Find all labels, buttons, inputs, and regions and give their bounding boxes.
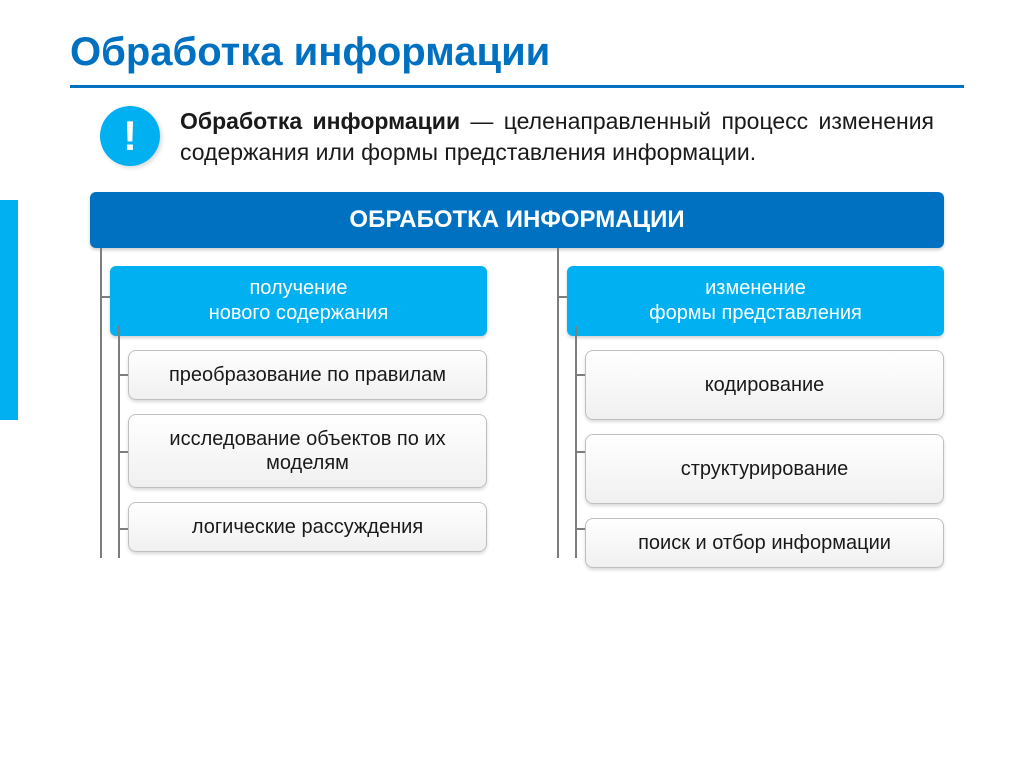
side-accent-bar	[0, 200, 18, 420]
right-item: структурирование	[585, 434, 944, 504]
connector-line	[575, 528, 585, 530]
definition-row: ! Обработка информации — целенаправленны…	[100, 106, 934, 168]
right-item: поиск и отбор информации	[585, 518, 944, 568]
exclamation-icon: !	[100, 106, 160, 166]
definition-term: Обработка информации	[180, 108, 460, 134]
right-sub-line1: изменение	[705, 277, 806, 299]
left-subheader: получение нового содержания	[110, 266, 487, 336]
connector-line	[575, 374, 585, 376]
slide-container: Обработка информации ! Обработка информа…	[0, 0, 1024, 612]
diagram-columns: получение нового содержания преобразован…	[90, 266, 944, 582]
left-sub-line2: нового содержания	[209, 302, 389, 324]
connector-line	[118, 326, 120, 558]
connector-line	[100, 248, 102, 558]
right-subheader: изменение формы представления	[567, 266, 944, 336]
left-item: исследование объектов по их моделям	[128, 414, 487, 488]
connector-line	[557, 248, 559, 558]
connector-line	[100, 296, 110, 298]
diagram-header: ОБРАБОТКА ИНФОРМАЦИИ	[90, 192, 944, 248]
connector-line	[557, 296, 567, 298]
left-item: логические рассуждения	[128, 502, 487, 552]
right-item: кодирование	[585, 350, 944, 420]
connector-line	[118, 528, 128, 530]
connector-line	[118, 451, 128, 453]
connector-line	[118, 374, 128, 376]
title-underline	[70, 85, 964, 88]
definition-text: Обработка информации — целенаправленный …	[180, 106, 934, 168]
diagram: ОБРАБОТКА ИНФОРМАЦИИ получение нового со…	[90, 192, 944, 582]
left-column: получение нового содержания преобразован…	[90, 266, 487, 582]
right-sub-line2: формы представления	[649, 302, 862, 324]
page-title: Обработка информации	[70, 30, 964, 75]
connector-line	[575, 326, 577, 558]
connector-line	[575, 451, 585, 453]
right-column: изменение формы представления кодировани…	[547, 266, 944, 582]
left-sub-line1: получение	[249, 277, 347, 299]
left-item: преобразование по правилам	[128, 350, 487, 400]
